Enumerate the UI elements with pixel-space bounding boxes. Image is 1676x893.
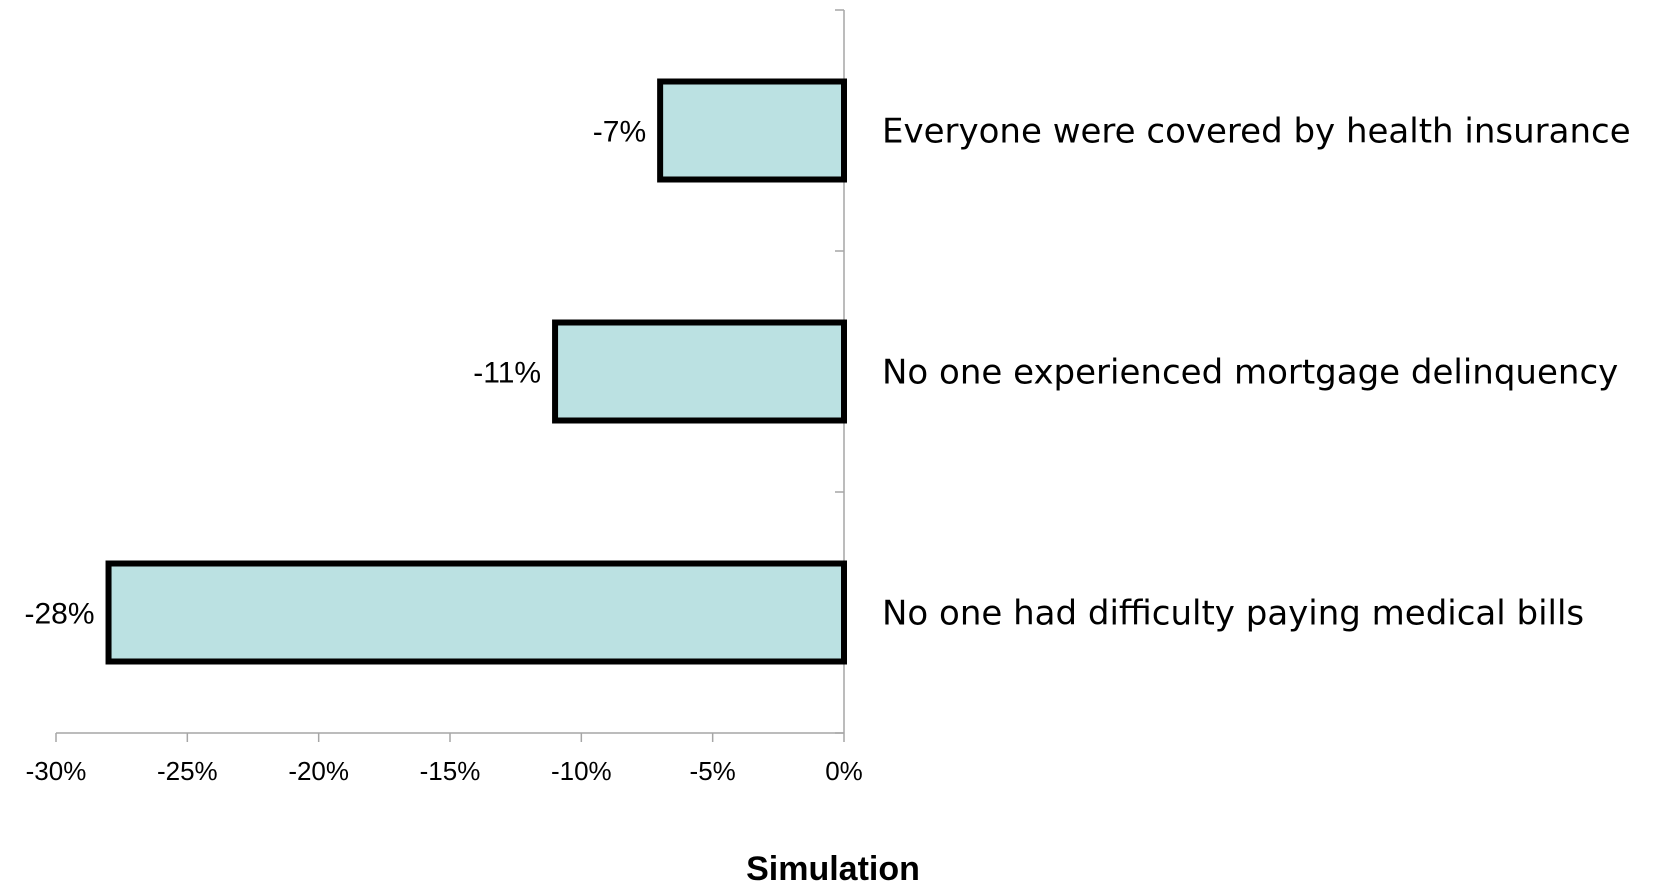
bar <box>105 560 848 665</box>
x-tick-label: 0% <box>825 756 863 786</box>
category-label: No one had difficulty paying medical bil… <box>882 594 1584 634</box>
x-tick-label: -30% <box>26 756 87 786</box>
bar <box>657 78 848 183</box>
x-axis-title: Simulation <box>746 850 920 888</box>
x-tick-label: -15% <box>420 756 481 786</box>
data-label: -11% <box>473 357 541 390</box>
x-tick-label: -10% <box>551 756 612 786</box>
bars <box>105 78 848 665</box>
bar <box>552 319 847 424</box>
axes: -30% -25% -20% -15% -10% -5% 0% <box>26 9 863 786</box>
category-label: No one experienced mortgage delinquency <box>882 353 1618 393</box>
labels: -7% Everyone were covered by health insur… <box>24 112 1630 634</box>
data-label: -7% <box>593 116 646 149</box>
x-tick-label: -20% <box>288 756 349 786</box>
x-tick-label: -25% <box>157 756 218 786</box>
data-label: -28% <box>24 598 94 631</box>
category-label: Everyone were covered by health insuranc… <box>882 112 1631 152</box>
x-tick-label: -5% <box>690 756 736 786</box>
